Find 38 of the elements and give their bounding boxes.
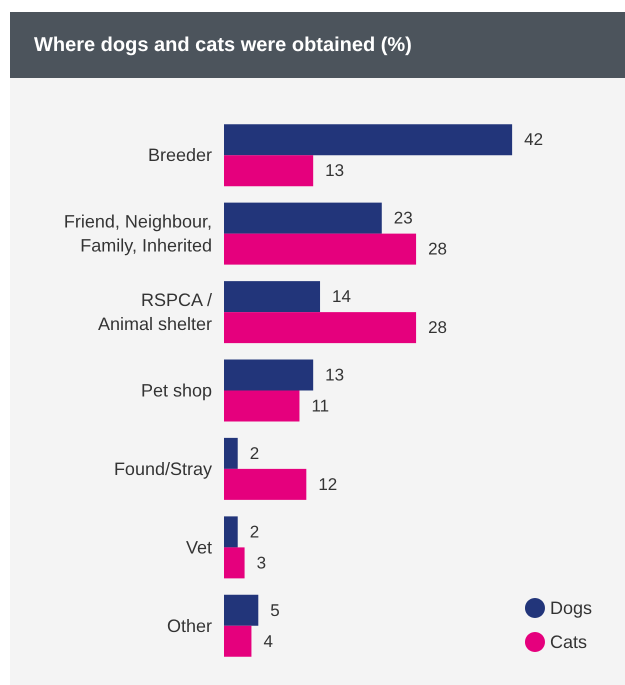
bar (224, 281, 320, 312)
chart-title: Where dogs and cats were obtained (%) (10, 12, 625, 78)
data-label: 11 (311, 396, 330, 416)
y-tick-label: Found/Stray (114, 458, 212, 479)
data-label: 2 (250, 444, 260, 463)
data-label: 2 (250, 522, 260, 542)
y-tick-label: RSPCA / Animal shelter (98, 290, 212, 334)
data-label: 42 (524, 130, 544, 150)
y-tick-label: Breeder (148, 145, 212, 166)
legend-label: Dogs (550, 598, 592, 618)
data-label: 12 (318, 474, 338, 494)
data-label: 23 (394, 208, 413, 228)
bar (224, 124, 512, 156)
bar (224, 155, 314, 186)
data-label: 14 (332, 287, 351, 306)
data-label: 13 (325, 366, 344, 384)
data-label: 3 (256, 553, 266, 572)
legend-label: Cats (550, 632, 587, 652)
bar (224, 390, 300, 422)
bar (224, 468, 306, 500)
data-label: 28 (428, 318, 447, 338)
y-tick-label: Vet (186, 537, 212, 558)
bar (224, 438, 238, 469)
bar (224, 626, 252, 657)
bar (224, 516, 238, 548)
bar (224, 360, 314, 390)
y-tick-label: Pet shop (140, 380, 212, 400)
data-label: 28 (428, 240, 447, 259)
data-label: 5 (270, 600, 280, 620)
y-tick-label: Other (166, 616, 212, 636)
y-tick-label: Friend, Neighbour, Family, Inherited (64, 212, 212, 256)
data-label: 13 (325, 161, 344, 180)
data-label: 4 (263, 632, 273, 651)
bar (224, 594, 258, 626)
bar (224, 547, 245, 578)
bar (224, 202, 382, 234)
bar (224, 312, 416, 344)
bar (224, 234, 416, 265)
